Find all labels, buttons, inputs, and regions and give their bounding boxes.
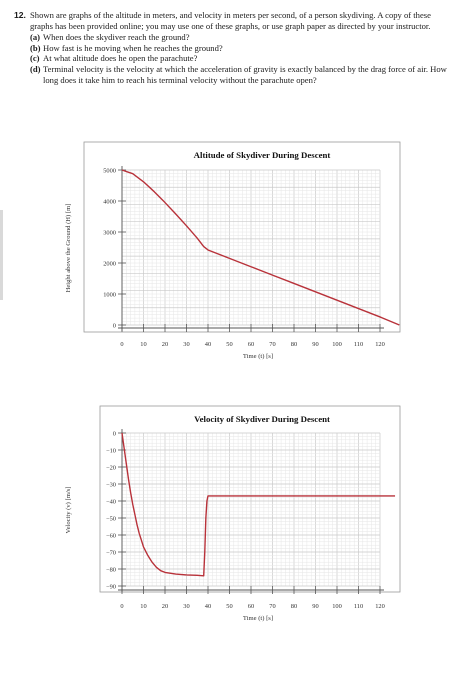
x-tick-label: 40 [205,341,211,348]
data-line [121,169,400,326]
x-tick-label: 110 [354,341,363,348]
part-d: (d) Terminal velocity is the velocity at … [30,64,454,85]
x-tick-label: 20 [162,603,168,610]
x-tick-label: 50 [226,603,232,610]
y-tick-label: 4000 [103,199,116,206]
x-tick-label: 0 [120,603,123,610]
problem-text: 12. Shown are graphs of the altitude in … [14,10,454,85]
part-label: (d) [30,63,41,74]
x-axis-label: Time (t) [s] [243,353,273,360]
y-tick-label: 2000 [103,261,116,268]
x-tick-label: 30 [183,341,189,348]
y-tick-label: −20 [106,465,116,472]
chart-title: Altitude of Skydiver During Descent [194,150,331,160]
x-tick-label: 60 [248,341,254,348]
x-tick-label: 40 [205,603,211,610]
data-line [121,432,396,577]
x-tick-label: 90 [312,603,318,610]
part-c: (c) At what altitude does he open the par… [30,53,454,64]
y-tick-label: 1000 [103,292,116,299]
x-tick-label: 50 [226,341,232,348]
problem-stem: Shown are graphs of the altitude in mete… [30,10,431,31]
part-b: (b) How fast is he moving when he reaches… [30,43,454,54]
x-tick-label: 30 [183,603,189,610]
x-tick-label: 100 [332,603,342,610]
x-tick-label: 60 [248,603,254,610]
x-axis-label: Time (t) [s] [243,615,273,622]
x-tick-label: 10 [140,341,146,348]
y-tick-label: −50 [106,516,116,523]
part-text: When does the skydiver reach the ground? [43,32,190,43]
y-tick-label: −40 [106,499,116,506]
chart-title: Velocity of Skydiver During Descent [194,414,330,424]
part-a: (a) When does the skydiver reach the grou… [30,32,454,43]
y-tick-label: −70 [106,550,116,557]
x-tick-label: 10 [140,603,146,610]
y-tick-label: 3000 [103,230,116,237]
y-tick-label: 0 [113,431,116,438]
y-tick-label: −10 [106,448,116,455]
part-label: (b) [30,42,41,53]
part-label: (a) [30,32,41,43]
x-tick-label: 120 [375,341,385,348]
x-tick-label: 110 [354,603,363,610]
velocity-chart: 0 −10 −20 −30 −40 −50 −60 −70 −80 −90 0 10 20 30 40 50 6… [65,405,401,622]
y-tick-label: −60 [106,533,116,540]
chart-grid [121,169,381,326]
y-axis-label: Velocity (v) [m/s] [65,487,72,534]
y-tick-label: −90 [106,584,116,591]
x-tick-label: 20 [162,341,168,348]
page-edge-shading [0,210,3,300]
part-text: At what altitude does he open the parach… [43,53,198,64]
x-tick-label: 80 [291,603,297,610]
altitude-chart: 0 1000 2000 3000 4000 5000 0 10 20 30 40 50 60 70 80 90… [65,141,401,360]
part-label: (c) [30,53,40,64]
y-axis-label: Height above the Ground (H) [m] [65,204,72,293]
y-tick-label: 0 [113,323,116,330]
part-text: How fast is he moving when he reaches th… [43,42,223,53]
chart-grid [121,432,381,587]
x-tick-label: 120 [375,603,385,610]
chart-frame [83,141,401,333]
y-tick-label: 5000 [103,168,116,175]
problem-number: 12. [14,10,26,20]
problem-parts: (a) When does the skydiver reach the grou… [30,32,454,85]
x-tick-label: 90 [312,341,318,348]
x-tick-label: 70 [269,603,275,610]
x-tick-label: 80 [291,341,297,348]
y-tick-label: −30 [106,482,116,489]
x-tick-label: 70 [269,341,275,348]
y-tick-label: −80 [106,567,116,574]
x-tick-label: 100 [332,341,342,348]
chart-frame [99,405,401,593]
part-text: Terminal velocity is the velocity at whi… [43,63,447,85]
x-tick-label: 0 [120,341,123,348]
